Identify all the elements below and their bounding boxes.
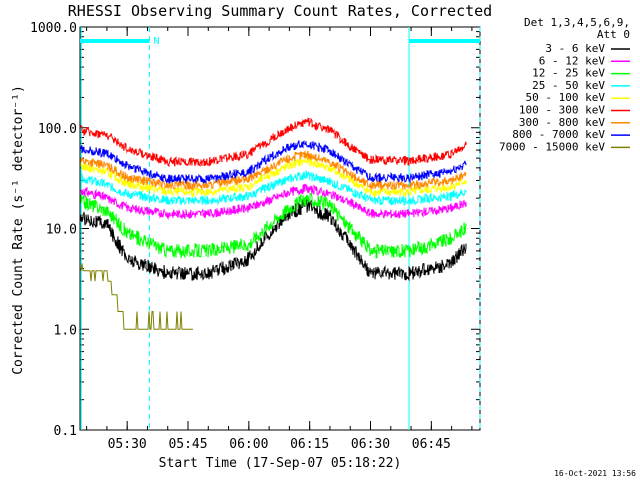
- series-line: [80, 192, 467, 260]
- legend-entry: 25 - 50 keV: [532, 79, 605, 92]
- legend-entry: 100 - 300 keV: [519, 104, 605, 117]
- plot-frame: [79, 26, 481, 431]
- legend-entry: 50 - 100 keV: [526, 91, 606, 104]
- legend-entry: 12 - 25 keV: [532, 67, 605, 80]
- series-line: [80, 140, 467, 185]
- series-line: [80, 170, 467, 206]
- y-tick-label: 1000.0: [30, 21, 77, 36]
- legend-header: Det 1,3,4,5,6,9,: [524, 16, 630, 29]
- x-tick-label: 06:30: [351, 437, 390, 452]
- chart-title: RHESSI Observing Summary Count Rates, Co…: [68, 2, 492, 20]
- legend-entry: 3 - 6 keV: [545, 42, 605, 55]
- y-tick-label: 10.0: [46, 223, 77, 238]
- x-tick-label: 05:45: [168, 437, 207, 452]
- series-line: [80, 117, 467, 168]
- legend-entry: 800 - 7000 keV: [512, 128, 605, 141]
- x-tick-label: 06:00: [229, 437, 268, 452]
- x-tick-label: 05:30: [108, 437, 147, 452]
- y-tick-label: 100.0: [38, 122, 77, 137]
- legend-entry: 7000 - 15000 keV: [499, 140, 605, 153]
- timestamp: 16-Oct-2021 13:56: [554, 469, 636, 478]
- legend-entry: 300 - 800 keV: [519, 116, 605, 129]
- x-axis-label: Start Time (17-Sep-07 05:18:22): [159, 456, 402, 471]
- legend-header: Att 0: [597, 28, 630, 41]
- y-axis-label: Corrected Count Rate (s⁻¹ detector⁻¹): [11, 85, 26, 375]
- y-tick-label: 0.1: [54, 424, 77, 439]
- series-line: [80, 263, 193, 330]
- series-line: [80, 150, 467, 192]
- series-line: [80, 198, 467, 282]
- y-tick-label: 1.0: [54, 323, 77, 338]
- flag-label: N: [153, 36, 159, 47]
- x-tick-label: 06:15: [290, 437, 329, 452]
- series-line: [80, 156, 467, 199]
- legend-entry: 6 - 12 keV: [539, 54, 606, 67]
- series-line: [80, 183, 467, 221]
- x-tick-label: 06:45: [412, 437, 451, 452]
